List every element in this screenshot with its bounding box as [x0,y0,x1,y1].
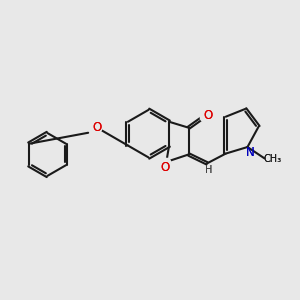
Text: N: N [245,146,254,159]
Text: H: H [205,165,212,175]
Text: CH₃: CH₃ [264,154,282,164]
Text: O: O [204,109,213,122]
Text: H: H [205,165,212,175]
Text: CH₃: CH₃ [264,154,282,164]
Text: O: O [160,161,170,174]
Text: O: O [160,161,170,174]
Text: N: N [245,146,254,159]
Text: O: O [92,121,102,134]
Text: O: O [204,109,213,122]
Text: O: O [92,121,102,134]
